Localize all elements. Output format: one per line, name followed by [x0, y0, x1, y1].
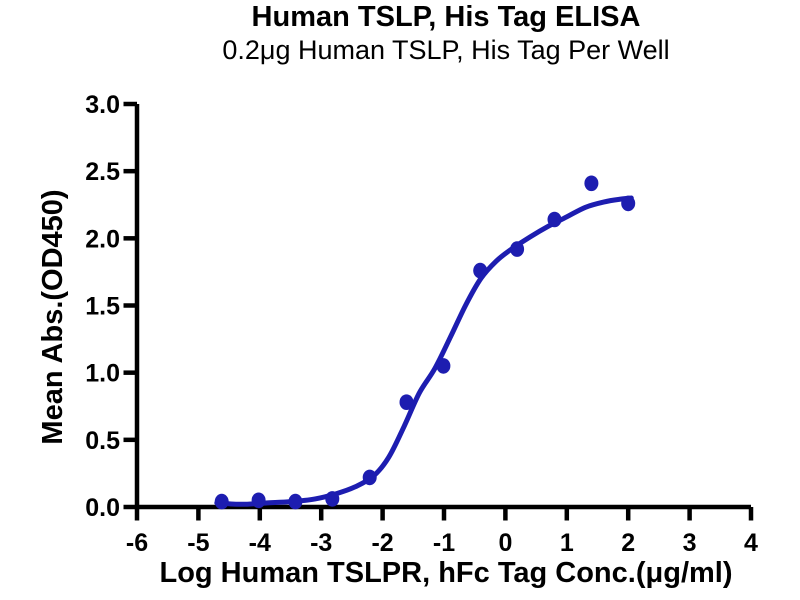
chart-title: Human TSLP, His Tag ELISA: [251, 1, 641, 33]
x-tick-label: 1: [560, 529, 574, 557]
chart-subtitle: 0.2μg Human TSLP, His Tag Per Well: [222, 35, 670, 65]
data-point: [214, 493, 229, 510]
y-tick-label: 0.0: [85, 494, 120, 522]
x-tick-label: -6: [126, 529, 148, 557]
x-axis-label: Log Human TSLPR, hFc Tag Conc.(μg/ml): [159, 557, 733, 589]
data-point: [473, 262, 488, 279]
x-tick-label: 4: [744, 529, 758, 557]
data-point: [399, 394, 414, 411]
data-point: [584, 175, 599, 192]
x-tick-label: -1: [433, 529, 455, 557]
y-tick-label: 1.5: [85, 293, 120, 321]
x-tick-label: -3: [310, 529, 332, 557]
x-tick-label: -4: [249, 529, 271, 557]
data-point: [436, 358, 451, 374]
axis-spines: [134, 104, 751, 510]
x-tick-label: 0: [498, 529, 512, 557]
data-point: [251, 492, 266, 509]
fit-curve: [214, 195, 634, 507]
y-tick-label: 2.5: [85, 158, 120, 186]
data-point: [325, 491, 340, 507]
data-point: [362, 469, 377, 486]
y-tick-label: 3.0: [85, 91, 120, 119]
y-tick-label: 2.0: [85, 225, 120, 253]
data-point: [621, 195, 636, 212]
data-point: [547, 211, 562, 228]
data-point: [510, 241, 525, 257]
y-tick-label: 1.0: [85, 360, 120, 388]
x-tick-label: -5: [187, 529, 209, 557]
x-tick-label: 2: [621, 529, 635, 557]
y-tick-label: 0.5: [85, 427, 120, 455]
x-tick-label: -2: [371, 529, 393, 557]
x-tick-label: 3: [683, 529, 697, 557]
data-point: [288, 493, 303, 510]
